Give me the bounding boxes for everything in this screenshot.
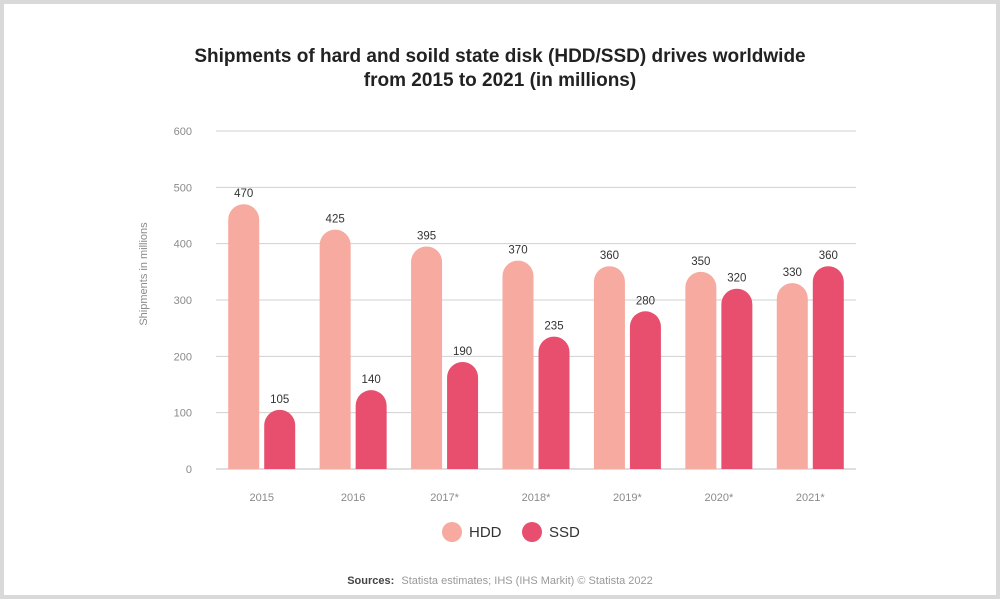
bar-ssd bbox=[355, 390, 387, 469]
bar-hdd bbox=[228, 204, 260, 469]
data-label: 140 bbox=[362, 374, 381, 386]
chart-card: Shipments of hard and soild state disk (… bbox=[4, 4, 996, 595]
chart-title: Shipments of hard and soild state disk (… bbox=[194, 46, 805, 91]
x-axis-ticks: 2015 2016 2017* 2018* 2019* 2020* 2021* bbox=[249, 492, 825, 504]
data-label: 470 bbox=[234, 188, 253, 200]
data-label: 360 bbox=[819, 250, 838, 262]
y-tick-label: 300 bbox=[174, 295, 192, 307]
x-tick-label: 2021* bbox=[796, 492, 825, 504]
bar-hdd bbox=[502, 260, 534, 469]
x-tick-label: 2018* bbox=[522, 492, 551, 504]
bar-ssd bbox=[812, 266, 844, 469]
y-tick-label: 400 bbox=[174, 239, 192, 251]
legend-marker-ssd bbox=[522, 522, 542, 542]
legend-label-hdd: HDD bbox=[469, 524, 502, 541]
y-tick-label: 100 bbox=[174, 408, 192, 420]
y-axis-label: Shipments in millions bbox=[138, 222, 150, 326]
chart-title-line-1: Shipments of hard and soild state disk (… bbox=[194, 46, 805, 67]
source-text: Statista estimates; IHS (IHS Markit) © S… bbox=[401, 575, 652, 587]
x-tick-label: 2016 bbox=[341, 492, 365, 504]
data-label: 330 bbox=[783, 267, 802, 279]
bars: 470 105 425 140 395 190 370 235 360 280 350 320 330 3… bbox=[228, 188, 844, 469]
data-label: 190 bbox=[453, 346, 472, 358]
chart-title-line-2: from 2015 to 2021 (in millions) bbox=[364, 70, 636, 91]
x-tick-label: 2019* bbox=[613, 492, 642, 504]
x-tick-label: 2017* bbox=[430, 492, 459, 504]
data-label: 425 bbox=[326, 214, 345, 226]
bar-hdd bbox=[776, 283, 808, 469]
bar-ssd bbox=[538, 336, 570, 469]
legend-label-ssd: SSD bbox=[549, 524, 580, 541]
bar-hdd bbox=[593, 266, 625, 469]
bar-hdd bbox=[411, 246, 443, 469]
data-label: 320 bbox=[727, 273, 746, 285]
bar-hdd bbox=[685, 271, 717, 469]
y-tick-label: 500 bbox=[174, 182, 192, 194]
data-label: 370 bbox=[508, 245, 527, 257]
y-tick-label: 0 bbox=[186, 464, 192, 476]
bar-hdd bbox=[319, 229, 351, 469]
legend: HDD SSD bbox=[442, 522, 580, 542]
data-label: 105 bbox=[270, 394, 289, 406]
data-label: 360 bbox=[600, 250, 619, 262]
bar-chart: Shipments of hard and soild state disk (… bbox=[138, 46, 856, 587]
bar-ssd bbox=[264, 409, 296, 469]
y-tick-label: 600 bbox=[174, 126, 192, 138]
bar-ssd bbox=[447, 361, 479, 469]
data-label: 235 bbox=[544, 321, 563, 333]
x-tick-label: 2015 bbox=[249, 492, 273, 504]
x-tick-label: 2020* bbox=[704, 492, 733, 504]
y-axis-ticks: 0 100 200 300 400 500 600 bbox=[174, 126, 192, 476]
source-note: Sources: Statista estimates; IHS (IHS Ma… bbox=[347, 575, 653, 587]
data-label: 350 bbox=[691, 256, 710, 268]
legend-marker-hdd bbox=[442, 522, 462, 542]
y-tick-label: 200 bbox=[174, 351, 192, 363]
gridlines bbox=[216, 130, 856, 470]
source-label: Sources: bbox=[347, 575, 394, 587]
bar-ssd bbox=[721, 288, 753, 469]
data-label: 280 bbox=[636, 295, 655, 307]
data-label: 395 bbox=[417, 230, 436, 242]
bar-ssd bbox=[629, 311, 661, 469]
